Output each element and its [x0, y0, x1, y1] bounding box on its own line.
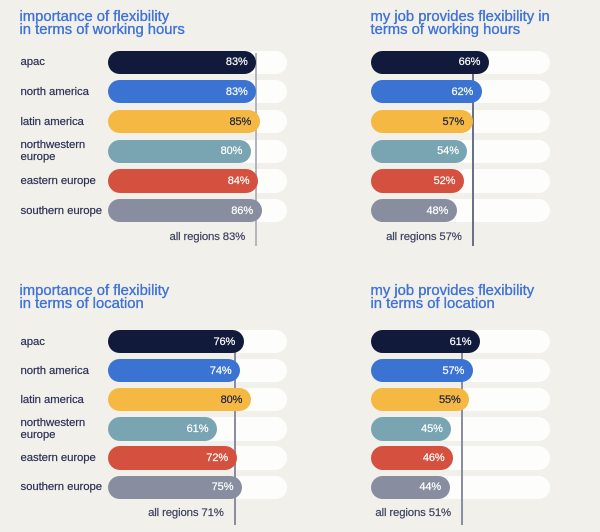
- region-label: northwestern europe: [20, 416, 86, 441]
- bar-track: 80%: [108, 139, 287, 163]
- bar-value-label: 75%: [211, 481, 234, 494]
- bar: 74%: [108, 359, 241, 383]
- bar: 54%: [371, 139, 468, 163]
- bar-track: 85%: [108, 109, 287, 134]
- bar-track: 57%: [371, 109, 550, 134]
- region-label: latin america: [20, 393, 84, 406]
- bar-value-label: 80%: [220, 393, 243, 406]
- chart-title: my job provides flexibility in terms of …: [370, 9, 550, 39]
- bar-track: 46%: [371, 446, 550, 470]
- bar-track: 45%: [371, 417, 550, 441]
- bar-value-label: 85%: [229, 115, 252, 128]
- bar-track: 72%: [108, 446, 287, 470]
- bar-value-label: 55%: [438, 393, 461, 406]
- bar-value-label: 52%: [433, 174, 456, 187]
- bar-track: 48%: [371, 199, 550, 223]
- bar: 85%: [108, 109, 260, 134]
- bar: 44%: [371, 475, 450, 499]
- region-label: apac: [20, 335, 45, 348]
- region-label: eastern europe: [20, 174, 96, 187]
- all-regions-marker-line: [461, 332, 464, 525]
- bar-value-label: 62%: [451, 85, 474, 98]
- bar: 45%: [371, 417, 452, 441]
- bar-value-label: 66%: [458, 56, 481, 69]
- bar: 72%: [108, 446, 237, 470]
- bar-value-label: 46%: [422, 452, 445, 465]
- bar-track: 61%: [371, 330, 550, 354]
- bar: 48%: [371, 199, 457, 223]
- bar-track: 61%: [108, 417, 287, 441]
- bar-value-label: 57%: [442, 115, 465, 128]
- chart-title: importance of flexibility in terms of wo…: [19, 9, 185, 39]
- bar-value-label: 80%: [220, 145, 243, 158]
- bar: 46%: [371, 446, 454, 470]
- region-label: north america: [20, 364, 89, 377]
- region-label: southern europe: [20, 481, 102, 494]
- chart-title: my job provides flexibility in terms of …: [370, 283, 535, 313]
- bar: 83%: [108, 50, 257, 74]
- region-label: apac: [20, 56, 45, 69]
- all-regions-marker-line: [255, 52, 258, 246]
- bar-track: 66%: [371, 50, 550, 74]
- bar: 57%: [371, 109, 473, 134]
- bar-track: 52%: [371, 169, 550, 193]
- bar: 76%: [108, 330, 244, 354]
- bar-track: 55%: [371, 388, 550, 412]
- bar: 61%: [108, 417, 217, 441]
- bar-track: 84%: [108, 169, 287, 193]
- bar: 57%: [371, 359, 473, 383]
- bar: 52%: [371, 169, 464, 193]
- bar-track: 75%: [108, 475, 287, 499]
- all-regions-marker-line: [471, 52, 474, 246]
- bar-value-label: 72%: [206, 452, 229, 465]
- bar: 61%: [371, 330, 480, 354]
- bar-track: 57%: [371, 359, 550, 383]
- bar-track: 83%: [108, 80, 287, 104]
- bar: 66%: [371, 50, 489, 74]
- bar: 80%: [108, 388, 251, 412]
- region-label: north america: [20, 85, 89, 98]
- bar: 83%: [108, 80, 257, 104]
- bar-value-label: 74%: [209, 364, 232, 377]
- bar: 62%: [371, 80, 482, 104]
- all-regions-label: all regions 51%: [375, 506, 452, 519]
- bar-value-label: 61%: [186, 422, 209, 435]
- bar-value-label: 48%: [426, 204, 449, 217]
- bar-value-label: 83%: [225, 85, 248, 98]
- bar-value-label: 45%: [421, 422, 443, 435]
- bar-track: 86%: [108, 199, 287, 223]
- bar-track: 80%: [108, 388, 287, 412]
- all-regions-label: all regions 57%: [386, 231, 462, 244]
- bar: 75%: [108, 475, 242, 499]
- bar-value-label: 44%: [419, 481, 442, 494]
- bar: 55%: [371, 388, 470, 412]
- bar-value-label: 54%: [437, 145, 459, 158]
- bar-value-label: 61%: [449, 335, 472, 348]
- region-label: eastern europe: [20, 451, 96, 464]
- bar: 86%: [108, 199, 262, 223]
- bar-track: 83%: [108, 50, 287, 74]
- bar: 84%: [108, 169, 258, 193]
- bar-value-label: 57%: [442, 364, 465, 377]
- bar-value-label: 76%: [213, 335, 236, 348]
- all-regions-label: all regions 71%: [148, 506, 224, 519]
- bar: 80%: [108, 139, 251, 163]
- bar-track: 76%: [108, 330, 287, 354]
- region-label: latin america: [20, 115, 84, 128]
- region-label: northwestern europe: [20, 139, 86, 164]
- bar-track: 44%: [371, 475, 550, 499]
- region-label: southern europe: [20, 204, 102, 217]
- bar-value-label: 84%: [227, 174, 250, 187]
- chart-title: importance of flexibility in terms of lo…: [19, 283, 170, 313]
- all-regions-label: all regions 83%: [169, 231, 246, 244]
- all-regions-marker-line: [233, 332, 236, 525]
- bar-value-label: 86%: [231, 204, 253, 217]
- bar-track: 74%: [108, 359, 287, 383]
- bar-value-label: 83%: [225, 56, 248, 69]
- bar-track: 54%: [371, 139, 550, 163]
- bar-track: 62%: [371, 80, 550, 104]
